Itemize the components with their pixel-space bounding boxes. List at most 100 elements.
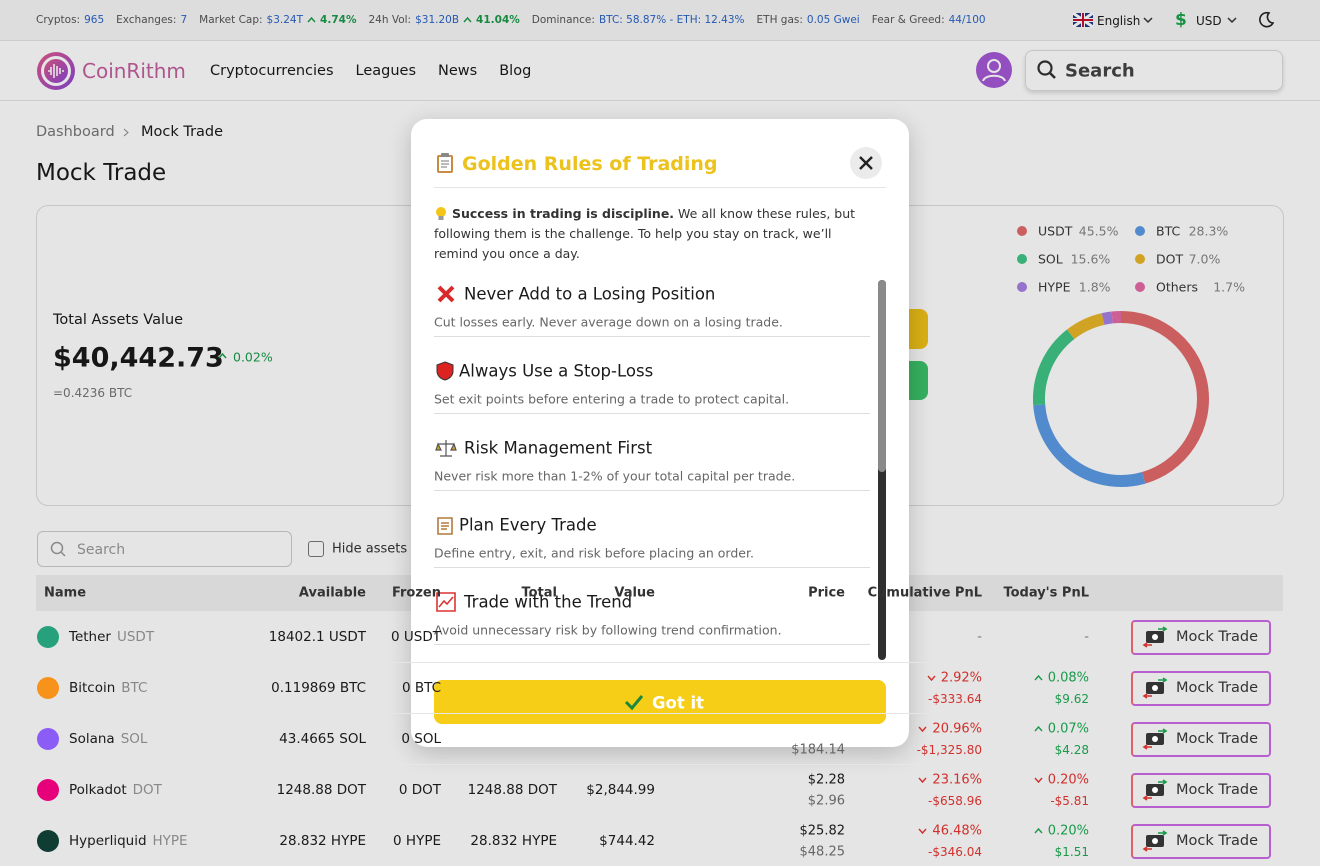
donut-segment: [1033, 329, 1075, 406]
mock-trade-label: Mock Trade: [1176, 629, 1259, 645]
column-header: Available: [298, 585, 366, 601]
stat-value: $3.24T: [266, 14, 304, 26]
mock-trade-button[interactable]: [1131, 773, 1271, 808]
scrollbar-thumb[interactable]: [878, 280, 886, 472]
icon-part: [1142, 693, 1152, 699]
mock-trade-button[interactable]: [1131, 620, 1271, 655]
icon-part: [1158, 830, 1168, 836]
pnl-today-pct: 0.20%: [1047, 823, 1089, 839]
stat-label: Fear & Greed:: [871, 14, 945, 26]
nav-link[interactable]: News: [438, 63, 478, 79]
total-value: $40,442.73: [53, 342, 224, 374]
legend-dot: [1017, 282, 1027, 292]
legend-value: 45.5%: [1078, 223, 1119, 239]
icon-part: [1142, 744, 1152, 750]
checkbox[interactable]: [308, 541, 324, 557]
donut-segment: [1067, 313, 1105, 340]
rule-icon: [435, 440, 457, 457]
currency[interactable]: USD: [1196, 14, 1222, 28]
currency-icon: $: [1175, 10, 1187, 30]
arrow: [918, 828, 927, 835]
coin-name[interactable]: Hyperliquid HYPE: [69, 833, 188, 849]
language[interactable]: English: [1097, 14, 1141, 28]
got-it-button[interactable]: [434, 680, 886, 724]
rule-text: Cut losses early. Never average down on …: [434, 314, 783, 330]
mock-trade-button[interactable]: [1131, 671, 1271, 706]
pnl-arrow: [918, 777, 927, 784]
divider: [434, 187, 886, 188]
icon-part: [1152, 838, 1158, 844]
stat-value: $31.20B: [415, 14, 460, 26]
clipboard-icon: [437, 153, 453, 173]
total-change: 0.02%: [233, 349, 273, 365]
coin-icon: [37, 677, 59, 699]
pnl-today-amount: $1.51: [1054, 845, 1089, 859]
avatar[interactable]: [976, 52, 1012, 88]
cell-available: 0.119869 BTC: [271, 680, 366, 696]
stat-change: 41.04%: [476, 14, 520, 26]
arrow: [1034, 725, 1043, 732]
stat-label: Dominance:: [531, 14, 595, 26]
legend-name: USDT: [1038, 223, 1073, 239]
mock-trade-button[interactable]: [1131, 722, 1271, 757]
nav-link[interactable]: Leagues: [355, 63, 417, 79]
cell-price: $2.28: [807, 772, 845, 788]
mock-trade-label: Mock Trade: [1176, 731, 1259, 747]
nav-link[interactable]: Cryptocurrencies: [210, 63, 334, 79]
search-icon: [50, 541, 66, 557]
rule-divider: [434, 567, 870, 568]
legend-value: 28.3%: [1188, 223, 1229, 239]
close-button[interactable]: [850, 147, 882, 179]
icon-part: [1142, 642, 1152, 648]
legend-name: HYPE: [1038, 279, 1071, 295]
theme-toggle[interactable]: [1257, 11, 1275, 29]
coin-name[interactable]: Solana SOL: [69, 731, 147, 747]
icon-part: [1158, 677, 1168, 683]
mock-trade-label: Mock Trade: [1176, 833, 1259, 849]
mock-trade-label: Mock Trade: [1176, 680, 1259, 696]
legend-name: SOL: [1038, 251, 1063, 267]
icon-part: [436, 361, 454, 381]
stat: Cryptos: 965: [36, 14, 104, 26]
icon-part: [436, 592, 456, 612]
trade-icon: [1142, 728, 1168, 750]
brand[interactable]: CoinRithm: [82, 59, 186, 83]
arrow: [918, 777, 927, 784]
pnl-arrow: [1034, 674, 1043, 681]
breadcrumb-link[interactable]: Dashboard: [36, 124, 115, 140]
symbol: DOT: [132, 782, 162, 798]
cell-frozen: 0 HYPE: [393, 833, 441, 849]
cell-frozen: 0 DOT: [398, 782, 441, 798]
pnl-arrow: [1034, 827, 1043, 834]
cell-available: 18402.1 USDT: [268, 629, 366, 645]
logo-icon[interactable]: [36, 51, 76, 91]
stat-change: 4.74%: [320, 14, 357, 26]
mock-trade-button[interactable]: [1131, 824, 1271, 859]
flag-icon: [1072, 11, 1094, 29]
column-header: Today's PnL: [1003, 585, 1089, 601]
table-search[interactable]: [37, 531, 292, 567]
legend-name: Others: [1156, 279, 1199, 295]
mock-trade-label: Mock Trade: [1176, 782, 1259, 798]
column-header: Name: [44, 585, 87, 601]
stat: Exchanges: 7: [116, 14, 187, 26]
coin-name[interactable]: Tether USDT: [69, 629, 154, 645]
pnl-arrow: [1034, 777, 1043, 784]
name: Hyperliquid: [69, 833, 147, 849]
arrow: [463, 16, 472, 23]
search-box[interactable]: [1025, 50, 1283, 91]
coin-name[interactable]: Bitcoin BTC: [69, 680, 147, 696]
donut-segment: [1120, 311, 1209, 484]
trade-icon: [1142, 830, 1168, 852]
symbol: HYPE: [152, 833, 188, 849]
legend-name: BTC: [1156, 223, 1181, 239]
rule-title: Never Add to a Losing Position: [464, 284, 716, 304]
nav-link[interactable]: Blog: [499, 63, 532, 79]
summary-label: Total Assets Value: [53, 312, 184, 328]
legend-dot: [1017, 254, 1027, 264]
modal: [411, 119, 909, 747]
legend-dot: [1135, 282, 1145, 292]
coin-name[interactable]: Polkadot DOT: [69, 782, 162, 798]
cell-total: 1248.88 DOT: [467, 782, 557, 798]
arrow: [1034, 777, 1043, 784]
